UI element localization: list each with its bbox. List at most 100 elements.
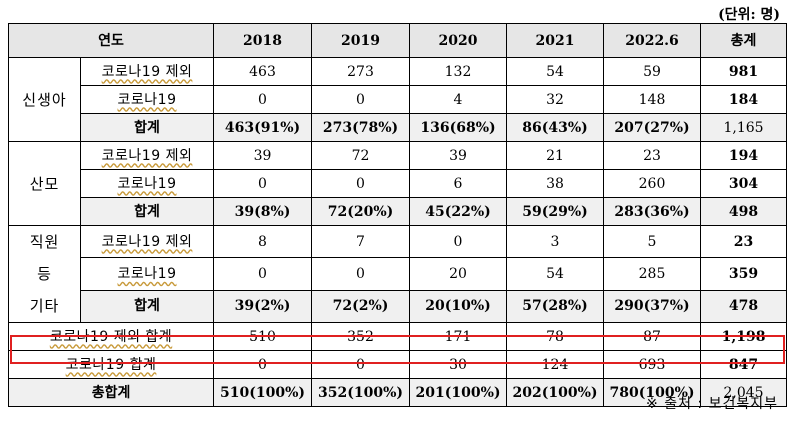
cell: 39(2%) bbox=[213, 289, 313, 324]
row-label: 코로나19 제외 bbox=[79, 224, 215, 259]
row-label: 총합계 bbox=[7, 378, 215, 407]
group-label: 산모 bbox=[8, 141, 81, 226]
cell: 283(36%) bbox=[603, 197, 702, 226]
cell: 132 bbox=[409, 57, 508, 86]
cell: 201(100%) bbox=[409, 378, 508, 407]
header-row: 연도 2018 2019 2020 2021 2022.6 총계 bbox=[7, 23, 788, 58]
cell: 30 bbox=[409, 350, 508, 379]
row-label: 코로나19 bbox=[79, 257, 215, 291]
cell: 463 bbox=[213, 57, 313, 86]
cell: 0 bbox=[213, 169, 313, 198]
row-total: 184 bbox=[700, 85, 788, 114]
group-label: 직원 등 기타 bbox=[8, 225, 81, 323]
header-year: 2022.6 bbox=[603, 23, 702, 58]
unit-label: (단위: 명) bbox=[718, 7, 780, 23]
row-total: 23 bbox=[700, 224, 788, 259]
cell: 207(27%) bbox=[603, 113, 702, 142]
cell: 54 bbox=[506, 257, 605, 291]
row-total: 1,165 bbox=[700, 113, 788, 142]
cell: 5 bbox=[603, 224, 702, 259]
row-label: 코로나19 합계 bbox=[7, 350, 215, 379]
cell: 72(2%) bbox=[311, 289, 411, 324]
cell: 8 bbox=[213, 224, 313, 259]
cell: 0 bbox=[409, 224, 508, 259]
header-year-label: 연도 bbox=[7, 23, 215, 58]
group-label: 신생아 bbox=[8, 57, 81, 142]
cell: 136(68%) bbox=[409, 113, 508, 142]
cell: 78 bbox=[506, 322, 605, 351]
cell: 45(22%) bbox=[409, 197, 508, 226]
cell: 510(100%) bbox=[213, 378, 313, 407]
cell: 260 bbox=[603, 169, 702, 198]
source-label: ※ 출처 : 보건복지부 bbox=[646, 396, 778, 412]
row-total: 194 bbox=[700, 141, 788, 170]
cell: 273(78%) bbox=[311, 113, 411, 142]
cell: 20(10%) bbox=[409, 289, 508, 324]
cell: 0 bbox=[311, 350, 411, 379]
cell: 171 bbox=[409, 322, 508, 351]
row-total: 847 bbox=[700, 350, 788, 379]
cell: 54 bbox=[506, 57, 605, 86]
excl-total-row: 코로나19 제외 합계 510 352 171 78 87 1,198 bbox=[7, 322, 788, 351]
row-total: 1,198 bbox=[700, 322, 788, 351]
cell: 0 bbox=[213, 257, 313, 291]
row-label: 코로나19 제외 bbox=[79, 141, 215, 170]
cell: 59(29%) bbox=[506, 197, 605, 226]
row-label: 합계 bbox=[79, 197, 215, 226]
cell: 4 bbox=[409, 85, 508, 114]
row-label: 코로나19 bbox=[79, 169, 215, 198]
covid-total-row: 코로나19 합계 0 0 30 124 693 847 bbox=[7, 350, 788, 379]
table-row: 코로나19 0 0 6 38 260 304 bbox=[9, 169, 788, 198]
table-row: 코로나19 0 0 20 54 285 359 bbox=[9, 257, 788, 291]
subtotal-row: 합계 39(2%) 72(2%) 20(10%) 57(28%) 290(37%… bbox=[9, 289, 788, 324]
cell: 273 bbox=[311, 57, 411, 86]
grand-total-row: 총합계 510(100%) 352(100%) 201(100%) 202(10… bbox=[7, 378, 788, 407]
row-total: 478 bbox=[700, 289, 788, 324]
cell: 0 bbox=[213, 350, 313, 379]
cell: 7 bbox=[311, 224, 411, 259]
row-label: 코로나19 제외 합계 bbox=[7, 322, 215, 351]
cell: 0 bbox=[311, 85, 411, 114]
row-total: 2,045 bbox=[700, 378, 788, 407]
cell: 693 bbox=[603, 350, 702, 379]
cell: 780(100%) bbox=[603, 378, 702, 407]
table-row: 코로나19 0 0 4 32 148 184 bbox=[9, 85, 788, 114]
cell: 0 bbox=[311, 169, 411, 198]
cell: 72(20%) bbox=[311, 197, 411, 226]
cell: 87 bbox=[603, 322, 702, 351]
header-total: 총계 bbox=[700, 23, 788, 58]
cell: 23 bbox=[603, 141, 702, 170]
subtotal-row: 합계 39(8%) 72(20%) 45(22%) 59(29%) 283(36… bbox=[9, 197, 788, 226]
cell: 0 bbox=[311, 257, 411, 291]
cell: 285 bbox=[603, 257, 702, 291]
header-year: 2019 bbox=[311, 23, 411, 58]
row-label: 코로나19 제외 bbox=[79, 57, 215, 86]
cell: 38 bbox=[506, 169, 605, 198]
statistics-table: 연도 2018 2019 2020 2021 2022.6 총계 신생아 코로나… bbox=[7, 23, 788, 407]
cell: 148 bbox=[603, 85, 702, 114]
cell: 39(8%) bbox=[213, 197, 313, 226]
header-year: 2020 bbox=[409, 23, 508, 58]
cell: 463(91%) bbox=[213, 113, 313, 142]
cell: 202(100%) bbox=[506, 378, 605, 407]
cell: 352 bbox=[311, 322, 411, 351]
row-total: 359 bbox=[700, 257, 788, 291]
table-row: 직원 등 기타 코로나19 제외 8 7 0 3 5 23 bbox=[8, 224, 788, 323]
cell: 0 bbox=[213, 85, 313, 114]
cell: 72 bbox=[311, 141, 411, 170]
cell: 3 bbox=[506, 224, 605, 259]
cell: 32 bbox=[506, 85, 605, 114]
cell: 510 bbox=[213, 322, 313, 351]
row-label: 코로나19 bbox=[79, 85, 215, 114]
cell: 124 bbox=[506, 350, 605, 379]
row-total: 981 bbox=[700, 57, 788, 86]
header-year: 2021 bbox=[506, 23, 605, 58]
cell: 290(37%) bbox=[603, 289, 702, 324]
row-total: 498 bbox=[700, 197, 788, 226]
table-row: 산모 코로나19 제외 39 72 39 21 23 194 bbox=[8, 141, 788, 226]
table-row: 신생아 코로나19 제외 463 273 132 54 59 981 bbox=[8, 57, 788, 142]
cell: 86(43%) bbox=[506, 113, 605, 142]
row-total: 304 bbox=[700, 169, 788, 198]
subtotal-row: 합계 463(91%) 273(78%) 136(68%) 86(43%) 20… bbox=[9, 113, 788, 142]
row-label: 합계 bbox=[79, 289, 215, 324]
